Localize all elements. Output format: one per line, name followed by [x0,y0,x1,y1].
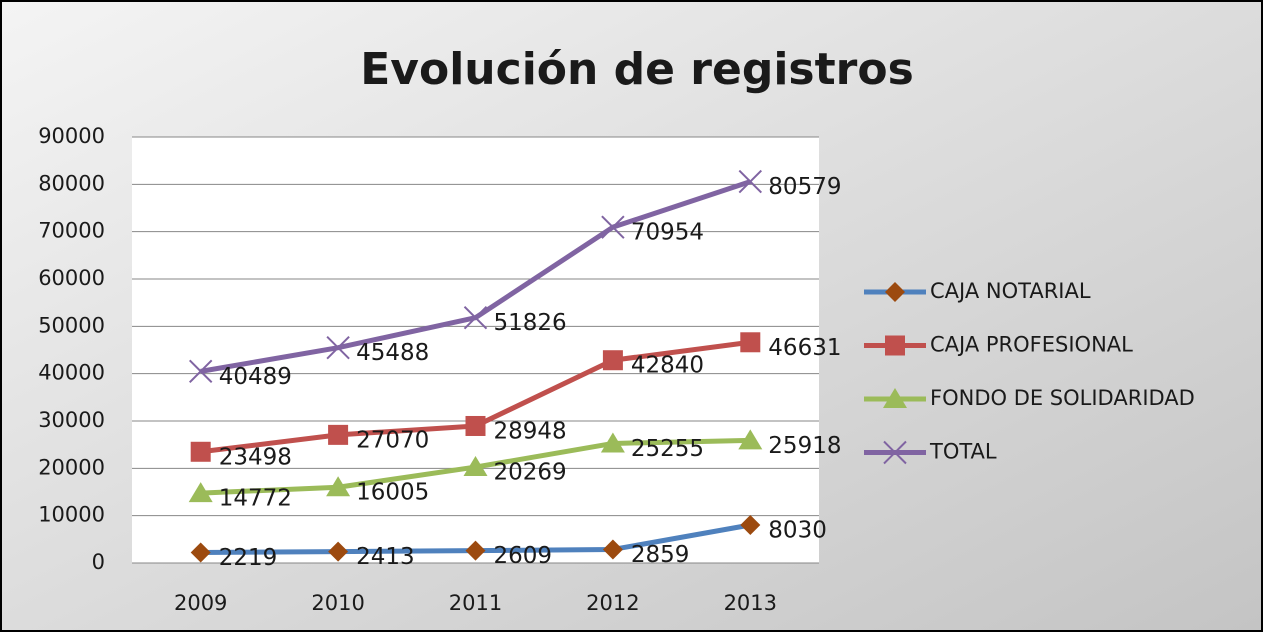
data-point [326,335,350,360]
y-tick-label: 80000 [38,171,105,195]
legend-marker [885,335,905,356]
data-point [465,415,486,436]
data-label: 80579 [768,174,841,200]
data-label: 16005 [356,480,429,506]
data-label: 2859 [631,542,690,568]
y-tick-label: 90000 [38,124,105,148]
y-tick-label: 20000 [38,455,105,479]
legend-marker [883,388,907,408]
y-tick-label: 10000 [38,503,105,527]
data-point [602,539,623,560]
data-label: 42840 [631,353,704,379]
x-tick-label: 2012 [586,591,639,615]
data-label: 25918 [768,433,841,459]
data-point [190,542,211,563]
legend-marker [885,282,905,302]
data-label: 46631 [768,335,841,361]
legend-marker [883,440,907,465]
legend-label: FONDO DE SOLIDARIDAD [930,386,1195,410]
data-point [740,514,761,535]
data-point [188,359,213,384]
data-label: 70954 [631,220,704,246]
data-label: 25255 [631,436,704,462]
data-point [600,432,625,453]
data-label: 40489 [219,364,292,390]
data-point [328,541,349,562]
data-point [602,350,623,371]
y-tick-label: 0 [92,550,105,574]
data-label: 2219 [219,545,278,571]
data-point [190,441,211,462]
legend-label: TOTAL [929,440,997,464]
data-point [463,305,488,330]
data-point [463,456,488,477]
data-point [738,169,763,194]
data-point [328,424,349,445]
data-label: 8030 [768,517,827,543]
data-label: 51826 [494,310,567,336]
data-label: 2413 [356,544,415,570]
data-label: 45488 [356,340,429,366]
x-tick-label: 2013 [724,591,777,615]
x-tick-label: 2010 [311,591,364,615]
data-label: 27070 [356,427,429,453]
data-point [326,476,351,497]
chart-title: Evolución de registros [360,44,914,95]
y-tick-label: 40000 [38,361,105,385]
data-label: 20269 [494,460,567,486]
data-label: 23498 [219,444,292,470]
y-tick-label: 70000 [38,219,105,243]
y-tick-label: 50000 [38,313,105,337]
x-tick-label: 2009 [174,591,227,615]
x-tick-label: 2011 [449,591,502,615]
data-point [738,429,763,450]
data-label: 2609 [494,543,553,569]
data-point [601,215,625,239]
data-point [465,540,486,561]
legend-label: CAJA NOTARIAL [930,279,1091,303]
y-tick-label: 60000 [38,266,105,290]
data-label: 14772 [219,486,292,512]
data-label: 28948 [494,418,567,444]
y-tick-label: 30000 [38,408,105,432]
legend-label: CAJA PROFESIONAL [930,333,1133,357]
data-point [740,332,761,353]
data-point [188,482,213,503]
